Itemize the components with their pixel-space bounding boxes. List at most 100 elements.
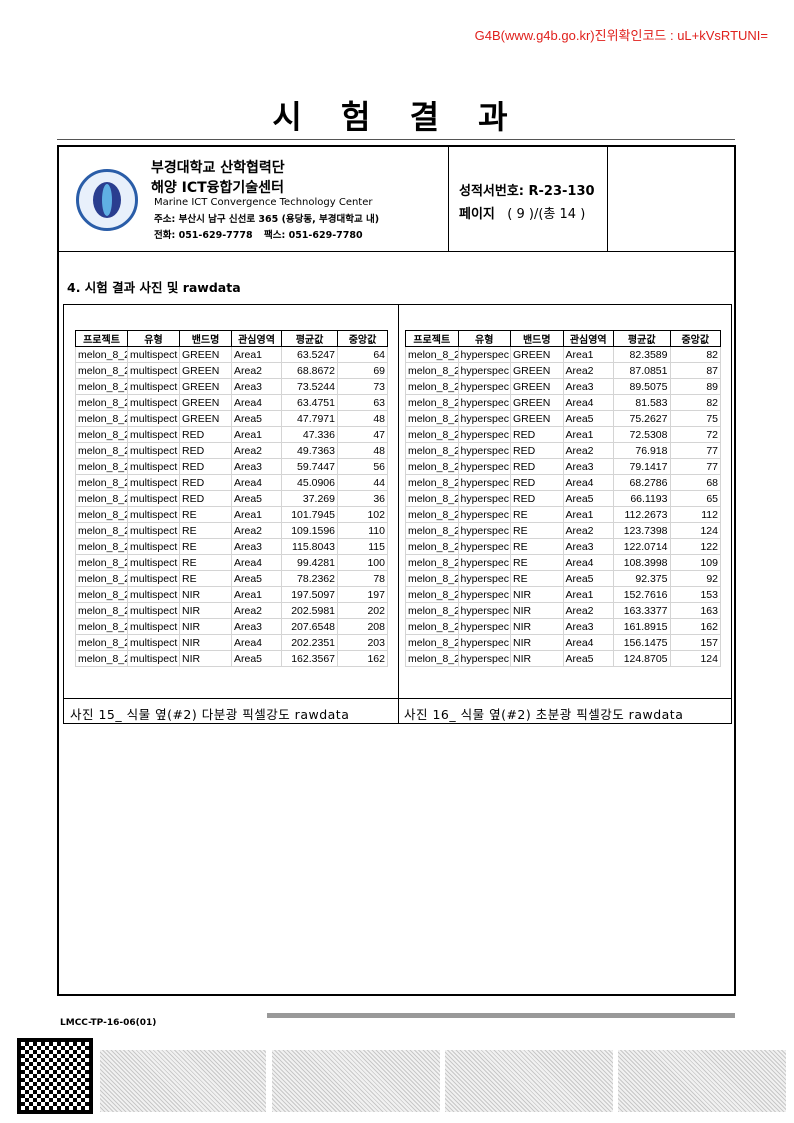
table-row: melon_8_2multispectGREENArea373.524473 <box>76 379 388 395</box>
table-cell: Area2 <box>563 603 613 619</box>
table-row: melon_8_2multispectREDArea249.736348 <box>76 443 388 459</box>
table-cell: 48 <box>338 443 388 459</box>
table-cell: melon_8_2 <box>406 363 459 379</box>
table-cell: NIR <box>511 619 564 635</box>
table-cell: Area1 <box>563 507 613 523</box>
table-cell: 63 <box>338 395 388 411</box>
security-pattern <box>272 1050 440 1112</box>
table-cell: 75.2627 <box>613 411 670 427</box>
table-cell: hyperspec <box>458 523 511 539</box>
table-cell: NIR <box>180 587 232 603</box>
table-cell: 163.3377 <box>613 603 670 619</box>
table-cell: 162.3567 <box>282 651 338 667</box>
column-header: 평균값 <box>282 331 338 347</box>
table-cell: 122 <box>670 539 721 555</box>
table-cell: 156.1475 <box>613 635 670 651</box>
table-cell: RED <box>511 427 564 443</box>
column-header: 평균값 <box>613 331 670 347</box>
table-cell: melon_8_2 <box>76 587 128 603</box>
table-cell: Area1 <box>232 347 282 363</box>
table-cell: Area1 <box>563 427 613 443</box>
table-cell: 163 <box>670 603 721 619</box>
table-cell: hyperspec <box>458 603 511 619</box>
table-cell: 69 <box>338 363 388 379</box>
title-divider <box>57 139 735 140</box>
phone: 전화: 051-629-7778 <box>154 227 253 241</box>
table-cell: 82 <box>670 347 721 363</box>
table-cell: NIR <box>180 651 232 667</box>
table-cell: 157 <box>670 635 721 651</box>
table-cell: RE <box>180 523 232 539</box>
table-cell: Area5 <box>563 571 613 587</box>
table-cell: GREEN <box>511 395 564 411</box>
table-cell: 124.8705 <box>613 651 670 667</box>
table-cell: Area5 <box>232 411 282 427</box>
table-cell: RE <box>180 555 232 571</box>
table-row: melon_8_2hyperspecREArea2123.7398124 <box>406 523 721 539</box>
table-cell: 124 <box>670 651 721 667</box>
table-cell: hyperspec <box>458 459 511 475</box>
page-title: 시 험 결 과 <box>0 92 794 138</box>
table-cell: Area4 <box>232 555 282 571</box>
table-row: melon_8_2multispectNIRArea5162.3567162 <box>76 651 388 667</box>
table-cell: multispect <box>128 651 180 667</box>
table-cell: melon_8_2 <box>406 555 459 571</box>
column-header: 프로젝트 <box>76 331 128 347</box>
table-cell: RE <box>511 507 564 523</box>
table-cell: multispect <box>128 635 180 651</box>
table-cell: 47.7971 <box>282 411 338 427</box>
table-cell: 87.0851 <box>613 363 670 379</box>
table-cell: 45.0906 <box>282 475 338 491</box>
table-cell: 162 <box>670 619 721 635</box>
table-cell: Area1 <box>232 507 282 523</box>
table-cell: Area2 <box>563 443 613 459</box>
table-cell: multispect <box>128 587 180 603</box>
table-row: melon_8_2hyperspecNIRArea2163.3377163 <box>406 603 721 619</box>
table-cell: 37.269 <box>282 491 338 507</box>
column-header: 프로젝트 <box>406 331 459 347</box>
table-cell: melon_8_2 <box>76 395 128 411</box>
table-row: melon_8_2multispectREDArea537.26936 <box>76 491 388 507</box>
table-cell: hyperspec <box>458 491 511 507</box>
table-cell: multispect <box>128 427 180 443</box>
table-cell: 36 <box>338 491 388 507</box>
table-cell: RED <box>180 459 232 475</box>
table-cell: Area2 <box>563 363 613 379</box>
table-cell: 203 <box>338 635 388 651</box>
table-cell: 108.3998 <box>613 555 670 571</box>
table-cell: GREEN <box>180 379 232 395</box>
table-row: melon_8_2multispectNIRArea1197.5097197 <box>76 587 388 603</box>
table-row: melon_8_2hyperspecREDArea566.119365 <box>406 491 721 507</box>
table-cell: multispect <box>128 395 180 411</box>
table-row: melon_8_2hyperspecREDArea379.141777 <box>406 459 721 475</box>
table-cell: NIR <box>511 635 564 651</box>
table-cell: melon_8_2 <box>76 539 128 555</box>
table-cell: multispect <box>128 523 180 539</box>
table-cell: melon_8_2 <box>406 475 459 491</box>
table-cell: Area2 <box>563 523 613 539</box>
table-cell: RED <box>180 443 232 459</box>
table-cell: 122.0714 <box>613 539 670 555</box>
table-cell: multispect <box>128 443 180 459</box>
table-cell: 79.1417 <box>613 459 670 475</box>
table-cell: multispect <box>128 491 180 507</box>
table-cell: multispect <box>128 571 180 587</box>
table-cell: 73 <box>338 379 388 395</box>
table-cell: RE <box>180 539 232 555</box>
table-cell: 87 <box>670 363 721 379</box>
table-row: melon_8_2hyperspecNIRArea5124.8705124 <box>406 651 721 667</box>
table-cell: melon_8_2 <box>406 587 459 603</box>
table-cell: Area5 <box>232 571 282 587</box>
table-cell: 153 <box>670 587 721 603</box>
column-header: 유형 <box>458 331 511 347</box>
column-header: 유형 <box>128 331 180 347</box>
table-cell: 202 <box>338 603 388 619</box>
table-row: melon_8_2multispectREArea578.236278 <box>76 571 388 587</box>
table-cell: Area2 <box>232 523 282 539</box>
table-row: melon_8_2hyperspecGREENArea389.507589 <box>406 379 721 395</box>
report-number-label: 성적서번호: <box>459 184 524 199</box>
table-cell: melon_8_2 <box>406 427 459 443</box>
section-title: 4. 시험 결과 사진 및 rawdata <box>67 277 241 296</box>
table-cell: 208 <box>338 619 388 635</box>
table-cell: 115 <box>338 539 388 555</box>
